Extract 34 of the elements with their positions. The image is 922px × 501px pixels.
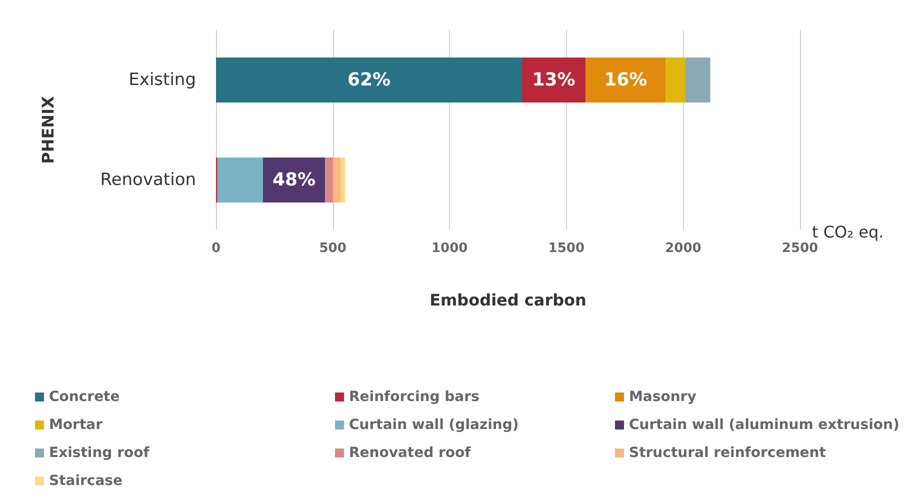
bar [333, 158, 341, 202]
x-axis-title: Embodied carbon [430, 290, 586, 310]
x-tick-label: 2000 [665, 241, 702, 256]
legend-label: Reinforcing bars [349, 389, 480, 405]
bar [216, 58, 522, 102]
legend-label: Staircase [49, 473, 122, 489]
x-tick-label: 0 [211, 241, 221, 256]
legend-label: Existing roof [49, 445, 150, 461]
legend-label: Masonry [629, 389, 696, 405]
annotation: 48% [272, 170, 316, 190]
bar [586, 58, 666, 102]
bar [522, 58, 586, 102]
legend-label: Mortar [49, 417, 103, 433]
x-tick-label: 1500 [548, 241, 584, 256]
y-axis-title: PHENIX [38, 95, 58, 164]
x-tick-label: 2500 [782, 241, 818, 256]
bar [325, 158, 334, 202]
annotation: 13% [532, 70, 576, 90]
annotation: 62% [347, 70, 391, 90]
x-tick-label: 500 [319, 241, 346, 256]
bar [666, 58, 686, 102]
legend-label: Structural reinforcement [629, 445, 826, 461]
y-tick-label: Existing [128, 70, 196, 90]
y-tick-label: Renovation [100, 170, 196, 190]
annotation: 16% [604, 70, 648, 90]
bar [340, 158, 345, 202]
legend-label: Concrete [49, 389, 120, 405]
legend-label: Curtain wall (aluminum extrusion) [629, 417, 900, 433]
legend-label: Curtain wall (glazing) [349, 417, 519, 433]
bar [685, 58, 710, 102]
bar [217, 158, 263, 202]
legend-label: Renovated roof [349, 445, 472, 461]
x-tick-label: 1000 [432, 241, 468, 256]
text: t CO₂ eq. [812, 222, 884, 242]
